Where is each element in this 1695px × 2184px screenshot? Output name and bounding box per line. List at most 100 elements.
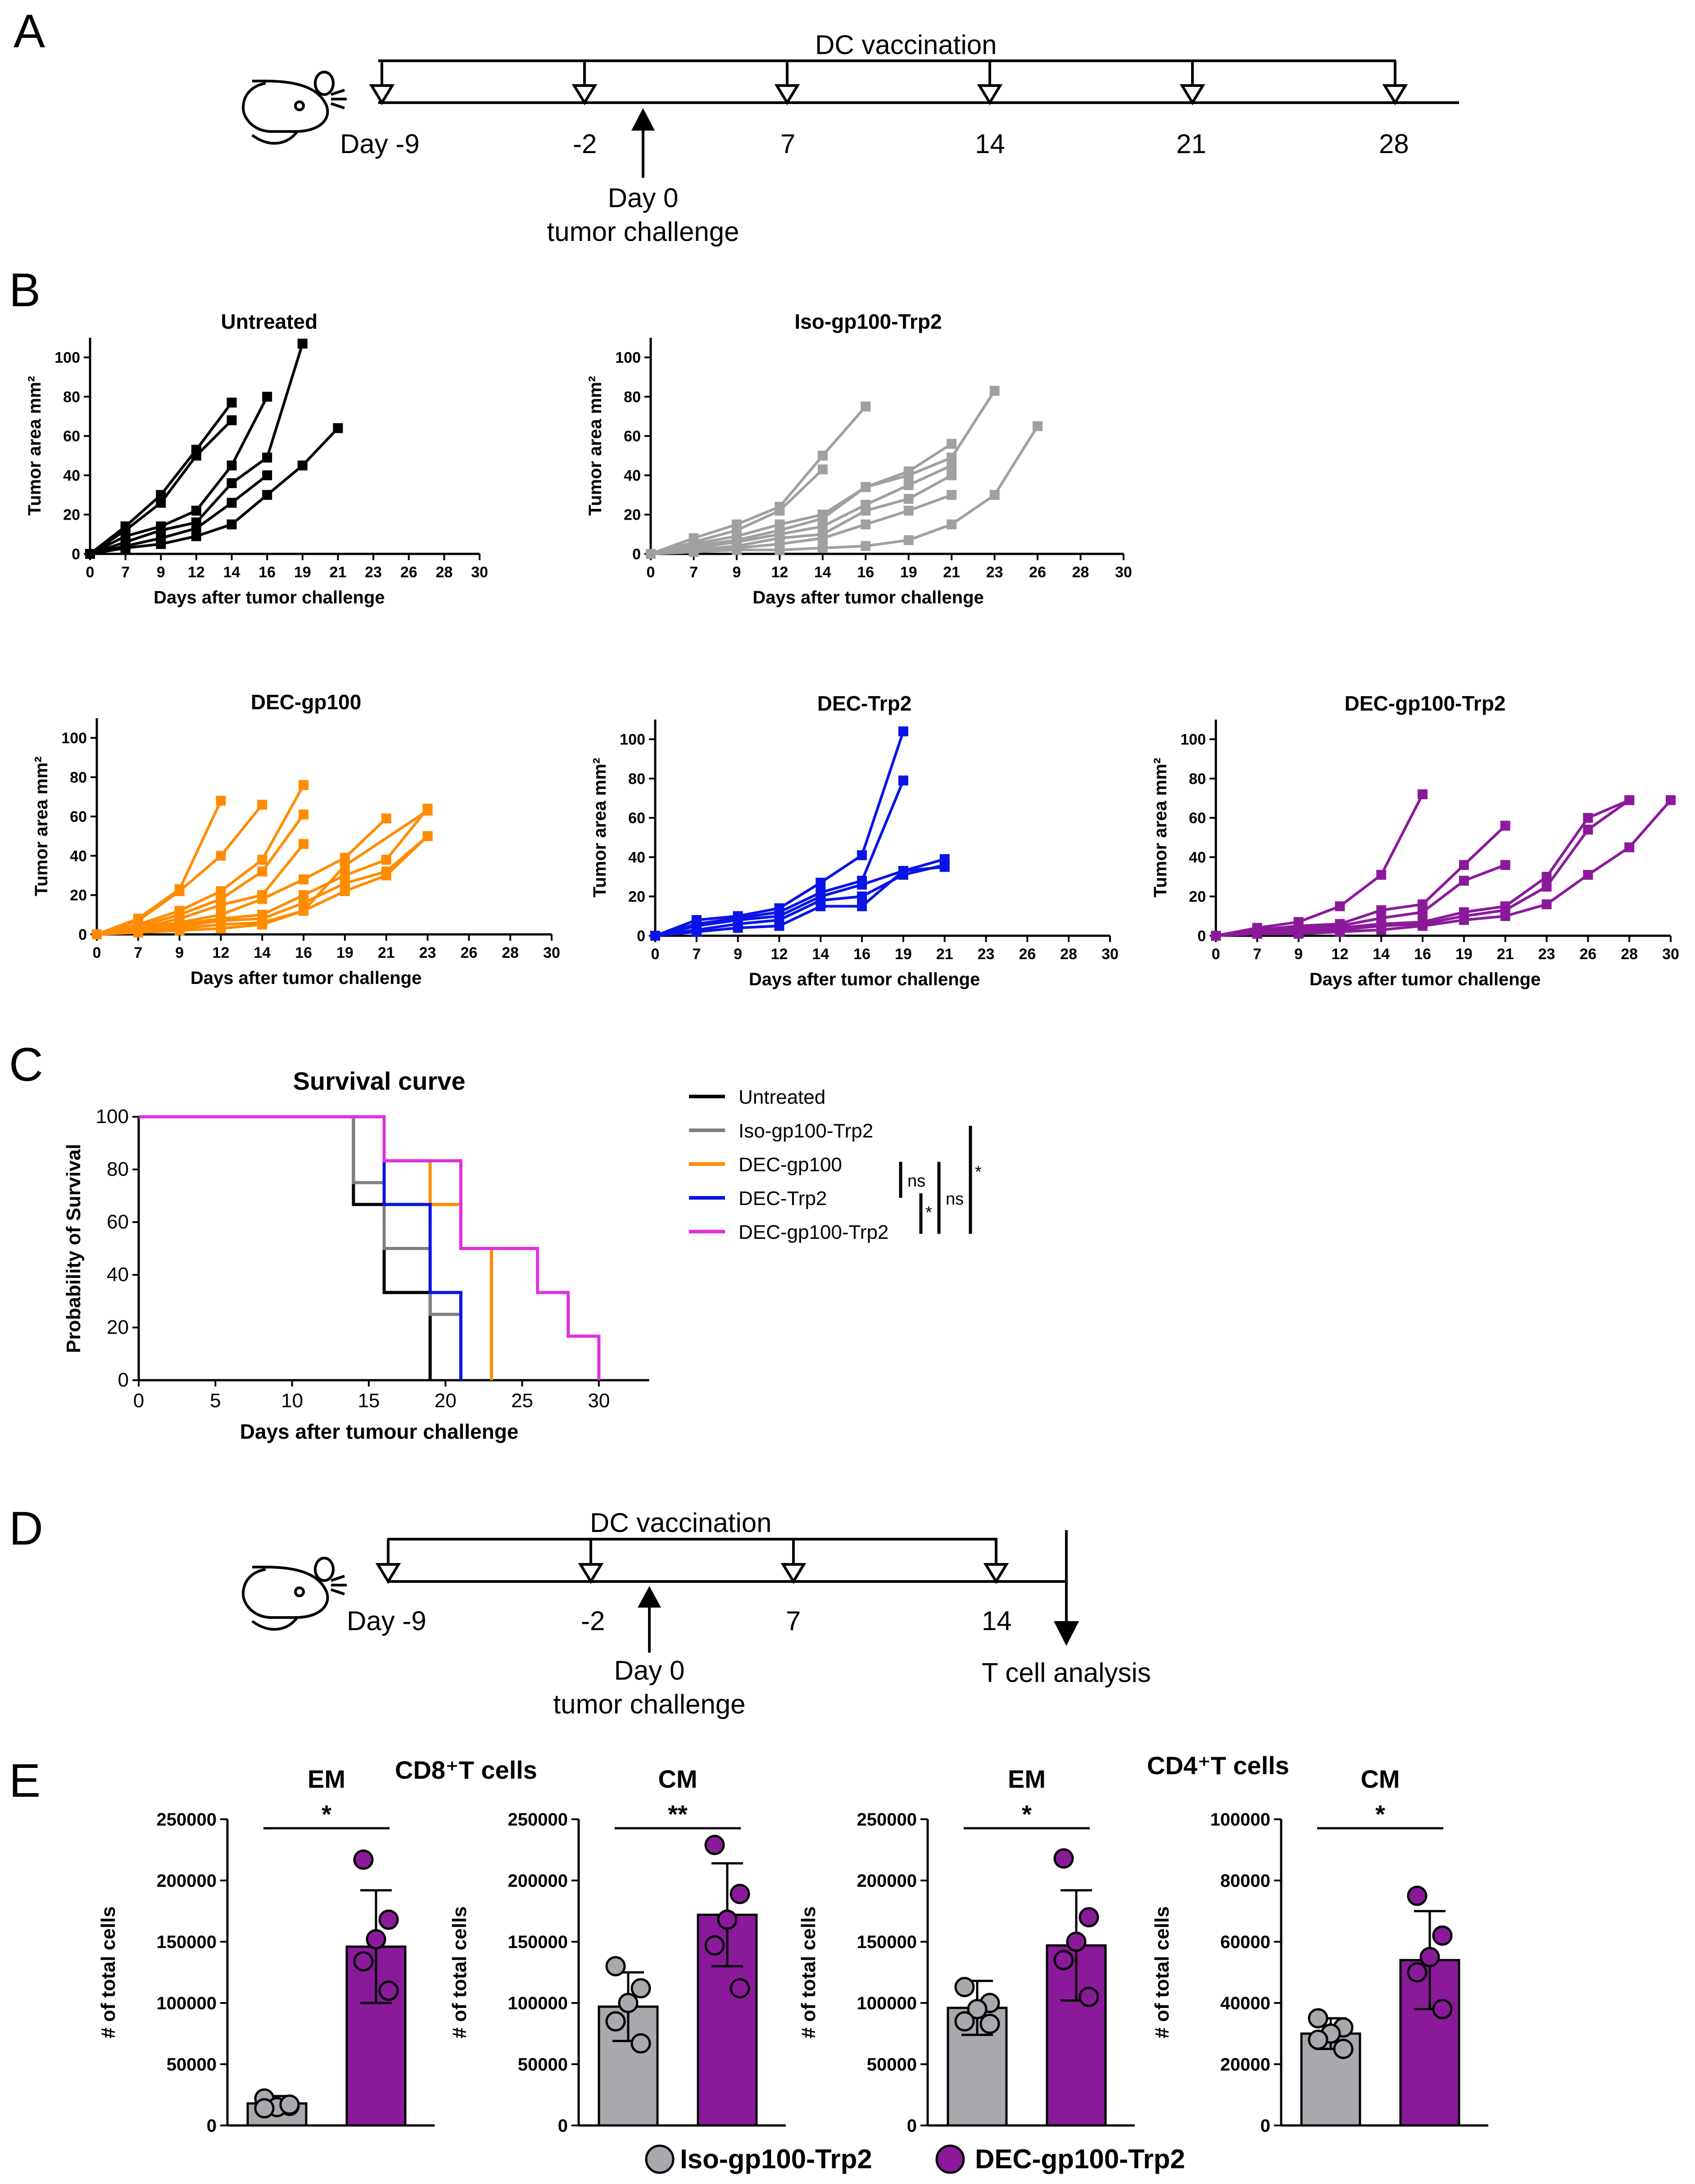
- y-tick-label: 60: [63, 428, 80, 445]
- chart-title: EM: [1008, 1765, 1046, 1793]
- data-point: [903, 494, 914, 504]
- data-point: [191, 531, 201, 541]
- data-point: [262, 391, 272, 402]
- data-point: [939, 862, 950, 872]
- data-point: [191, 523, 201, 534]
- data-point: [817, 521, 828, 531]
- x-tick-label: 23: [365, 564, 382, 581]
- data-point: [954, 2011, 975, 2032]
- timeline-d-tick: 14: [982, 1606, 1012, 1636]
- mouse-icon: [241, 1557, 347, 1631]
- data-point: [216, 923, 226, 933]
- analysis-label: T cell analysis: [982, 1658, 1151, 1688]
- legend-label: Iso-gp100-Trp2: [739, 1120, 873, 1142]
- mouse-icon: [241, 71, 347, 145]
- x-tick-label: 19: [294, 564, 311, 581]
- x-tick-label: 12: [1332, 946, 1349, 963]
- data-point: [605, 2011, 626, 2032]
- x-tick-label: 9: [175, 944, 184, 961]
- data-point: [262, 453, 272, 463]
- data-point: [1418, 907, 1428, 917]
- tumor-challenge-arrow-a: [631, 108, 655, 178]
- x-tick-label: 21: [378, 944, 395, 961]
- growth-chart-untreated: 0 7 9 12 14 16 19 21 23 26 28 30 0 20 40 60 80 100 Untreat…: [25, 310, 488, 607]
- data-point: [1066, 1931, 1087, 1952]
- data-point: [730, 1978, 750, 1998]
- analysis-arrow: [1054, 1530, 1079, 1646]
- x-tick-label: 28: [1060, 946, 1077, 963]
- data-point: [1053, 1848, 1074, 1869]
- y-tick-label: 80: [63, 389, 80, 406]
- data-point: [979, 2013, 1000, 2034]
- data-point: [378, 1909, 399, 1930]
- data-point: [216, 900, 226, 910]
- x-tick-label: 19: [336, 944, 354, 961]
- x-tick-label: 14: [814, 564, 831, 581]
- y-tick-label: 100: [620, 731, 645, 748]
- data-point: [227, 519, 237, 530]
- y-tick-label: 200000: [157, 1871, 217, 1891]
- timeline-d-title: DC vaccination: [590, 1508, 772, 1538]
- timeline-a: DC vaccination Day -9 -2 7 14 21 28 Day …: [241, 30, 1459, 247]
- y-tick-label: 40: [70, 847, 87, 865]
- tumor-challenge-arrow-d: [638, 1586, 661, 1653]
- legend-label: DEC-gp100-Trp2: [975, 2144, 1185, 2174]
- x-tick-label: 16: [1414, 946, 1431, 963]
- x-tick-label: 16: [295, 944, 312, 961]
- x-axis-label: Days after tumor challenge: [154, 588, 385, 607]
- x-tick-label: 21: [936, 946, 953, 963]
- x-axis-label: Days after tumor challenge: [749, 970, 980, 989]
- data-point: [297, 460, 308, 471]
- y-tick-label: 80: [107, 1158, 129, 1180]
- data-point: [857, 850, 867, 861]
- data-point: [299, 839, 309, 849]
- data-point: [947, 490, 957, 500]
- y-tick-label: 60: [628, 810, 645, 827]
- data-point: [340, 861, 350, 871]
- data-point: [85, 549, 95, 559]
- data-point: [730, 1884, 750, 1904]
- data-point: [262, 470, 272, 480]
- y-tick-label: 100: [615, 349, 641, 367]
- legend-e: Iso-gp100-Trp2 DEC-gp100-Trp2: [645, 2144, 1185, 2174]
- data-point: [704, 1835, 725, 1855]
- y-tick-label: 250000: [508, 1810, 568, 1830]
- y-tick-label: 0: [118, 1369, 129, 1391]
- data-point: [299, 906, 309, 916]
- data-point: [898, 866, 908, 876]
- data-point: [1432, 1925, 1453, 1946]
- x-tick-label: 16: [258, 564, 276, 581]
- x-tick-label: 30: [543, 944, 560, 961]
- y-tick-label: 0: [1260, 2116, 1270, 2136]
- y-axis-label: Tumor area mm²: [1151, 758, 1170, 897]
- chart-title: Untreated: [221, 310, 318, 333]
- series-line: [650, 494, 952, 555]
- data-point: [967, 1999, 988, 2020]
- x-tick-label: 0: [1212, 946, 1220, 963]
- y-tick-label: 250000: [157, 1810, 217, 1830]
- data-point: [733, 923, 743, 933]
- legend-marker-dec: [935, 2144, 965, 2174]
- data-point: [861, 482, 871, 492]
- vaccination-drops-d: [375, 1539, 1009, 1584]
- significance-label: *: [975, 1163, 982, 1182]
- data-point: [156, 525, 166, 535]
- series-line: [96, 814, 305, 936]
- bar-chart-cd4_cm: 0 20000 40000 60000 80000 100000 # of total ce…: [1151, 1765, 1488, 2136]
- x-tick-label: 12: [213, 944, 230, 961]
- data-point: [257, 920, 267, 930]
- survival-step-line: [139, 1115, 493, 1380]
- timeline-a-tick: 14: [975, 129, 1005, 159]
- x-tick-label: 5: [210, 1390, 221, 1412]
- x-tick-label: 0: [93, 944, 101, 961]
- x-axis-label: Days after tumour challenge: [240, 1420, 519, 1443]
- significance-label: ns: [946, 1190, 964, 1209]
- data-point: [340, 878, 350, 888]
- series-line: [650, 464, 952, 555]
- x-tick-label: 9: [732, 564, 741, 581]
- x-tick-label: 26: [1029, 564, 1046, 581]
- panel-c: 0 5 10 15 20 25 30 0 20 40 60 80 100 Survival curve Da…: [63, 1067, 982, 1443]
- y-tick-label: 50000: [518, 2055, 568, 2075]
- y-tick-label: 20: [70, 887, 87, 904]
